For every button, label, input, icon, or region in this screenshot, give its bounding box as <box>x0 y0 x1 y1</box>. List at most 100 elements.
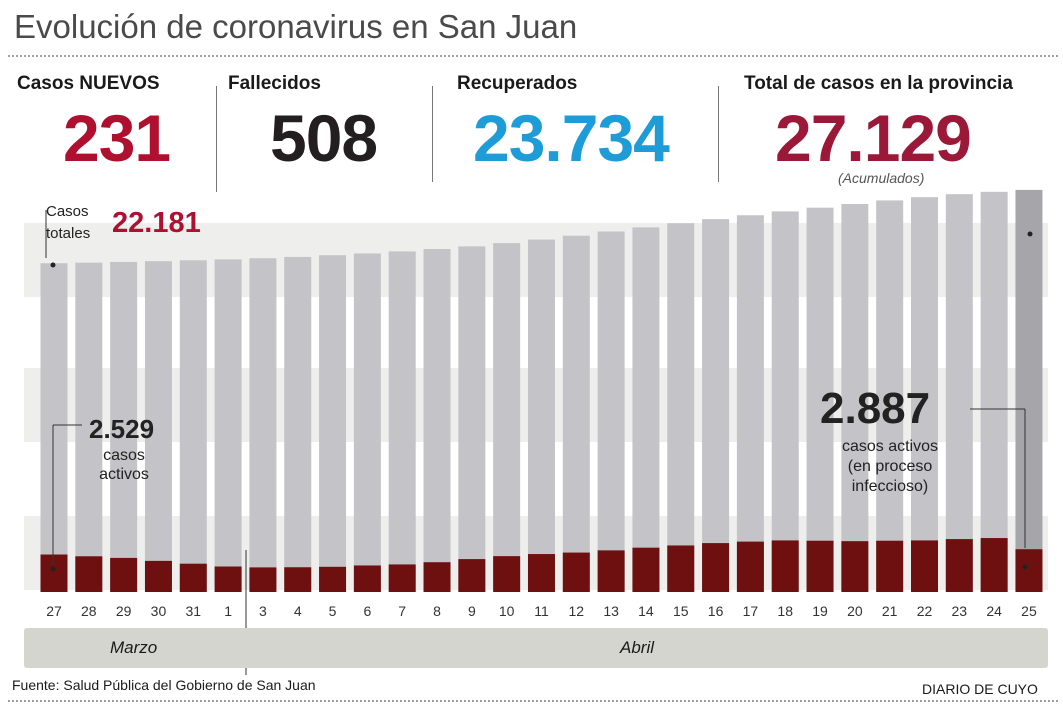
stat-separator <box>718 86 719 182</box>
total-cases-bar <box>249 258 277 592</box>
x-tick-label: 25 <box>1021 603 1037 619</box>
total-cases-bar <box>284 256 312 592</box>
active-last-label-line3: infeccioso) <box>852 478 928 495</box>
active-cases-bar <box>632 547 660 592</box>
active-cases-bar <box>179 563 207 592</box>
total-cases-bar <box>980 191 1008 593</box>
total-label-line1: Casos <box>46 203 89 220</box>
stat-separator <box>432 86 433 182</box>
x-tick-label: 22 <box>917 603 933 619</box>
cumulative-note: (Acumulados) <box>838 170 925 186</box>
x-tick-label: 8 <box>433 603 441 619</box>
top-divider <box>8 55 1058 57</box>
x-tick-label: 29 <box>116 603 132 619</box>
total-first-marker <box>50 262 56 268</box>
active-cases-bar <box>876 540 904 592</box>
total-cases-bar <box>911 197 938 592</box>
x-tick-label: 6 <box>363 603 371 619</box>
active-last-marker <box>1022 564 1028 570</box>
publisher-credit: DIARIO DE CUYO <box>922 681 1038 697</box>
total-cases-bar <box>1015 189 1043 592</box>
bottom-divider <box>8 700 1058 702</box>
x-tick-label: 18 <box>777 603 793 619</box>
new-cases-value: 231 <box>63 101 171 175</box>
active-cases-bar <box>667 545 695 592</box>
total-first-value: 22.181 <box>112 207 201 239</box>
total-cases-bar <box>144 261 172 592</box>
x-tick-label: 31 <box>185 603 201 619</box>
x-tick-label: 9 <box>468 603 476 619</box>
total-cases-bar <box>493 243 521 592</box>
x-tick-label: 3 <box>259 603 267 619</box>
total-cases-value: 27.129 <box>775 101 972 175</box>
stat-separator <box>216 86 217 192</box>
x-tick-label: 10 <box>499 603 515 619</box>
active-last-label-line2: (en proceso <box>848 458 933 475</box>
total-cases-bar <box>667 223 695 592</box>
active-cases-bar <box>388 564 416 592</box>
active-cases-bar <box>75 556 103 592</box>
total-cases-bar <box>702 219 730 593</box>
active-cases-bar <box>144 560 172 592</box>
total-cases-bar <box>527 239 555 592</box>
total-label-line2: totales <box>46 225 90 242</box>
active-cases-bar <box>945 539 973 592</box>
active-cases-bar <box>597 550 625 592</box>
x-tick-label: 24 <box>986 603 1002 619</box>
total-cases-bar <box>179 260 207 592</box>
total-cases-bar <box>423 249 451 592</box>
total-cases-bar <box>736 215 764 592</box>
total-cases-bar <box>945 194 973 592</box>
total-cases-bar <box>771 211 799 592</box>
total-cases-bar <box>353 253 381 592</box>
active-cases-bar <box>527 554 555 592</box>
active-cases-bar <box>353 565 381 592</box>
active-cases-bar <box>841 541 869 592</box>
active-cases-bar <box>736 541 764 592</box>
active-cases-bar <box>40 554 68 592</box>
active-first-label-line2: activos <box>99 466 149 483</box>
x-tick-label: 28 <box>81 603 97 619</box>
active-cases-bar <box>110 557 138 592</box>
x-tick-label: 21 <box>882 603 898 619</box>
total-cases-bar <box>110 261 138 592</box>
month-band <box>24 628 1048 668</box>
active-cases-bar <box>458 559 486 592</box>
active-cases-bar <box>980 538 1008 592</box>
recovered-value: 23.734 <box>473 101 670 175</box>
total-cases-bar <box>458 246 486 592</box>
new-cases-label: Casos NUEVOS <box>17 73 160 94</box>
total-cases-bar <box>841 203 869 592</box>
x-tick-label: 19 <box>812 603 828 619</box>
active-cases-bar <box>423 562 451 592</box>
active-first-marker <box>50 566 56 572</box>
total-cases-bar <box>597 231 625 593</box>
total-cases-bar <box>806 207 834 592</box>
x-tick-label: 30 <box>151 603 167 619</box>
active-cases-bar <box>806 540 834 592</box>
x-tick-label: 1 <box>224 603 232 619</box>
x-tick-label: 12 <box>569 603 585 619</box>
x-tick-label: 14 <box>638 603 654 619</box>
active-cases-bar <box>319 566 347 592</box>
total-cases-bar <box>40 263 68 592</box>
total-cases-bar <box>388 251 416 592</box>
total-cases-bar <box>562 235 590 592</box>
total-cases-bar <box>75 262 103 592</box>
active-cases-bar <box>284 567 312 592</box>
active-cases-bar <box>493 556 521 592</box>
x-tick-label: 13 <box>603 603 619 619</box>
active-cases-bar <box>911 540 938 592</box>
active-last-value: 2.887 <box>820 384 930 433</box>
total-cases-bar <box>632 227 660 592</box>
x-tick-label: 5 <box>329 603 337 619</box>
active-cases-bar <box>214 566 242 592</box>
x-tick-label: 20 <box>847 603 863 619</box>
source-note: Fuente: Salud Pública del Gobierno de Sa… <box>12 677 316 693</box>
active-cases-bar <box>1015 549 1043 592</box>
active-cases-bar <box>702 543 730 592</box>
recovered-label: Recuperados <box>457 73 578 94</box>
total-cases-label: Total de casos en la provincia <box>744 73 1013 94</box>
active-last-label-line1: casos activos <box>842 438 938 455</box>
x-tick-label: 23 <box>952 603 968 619</box>
